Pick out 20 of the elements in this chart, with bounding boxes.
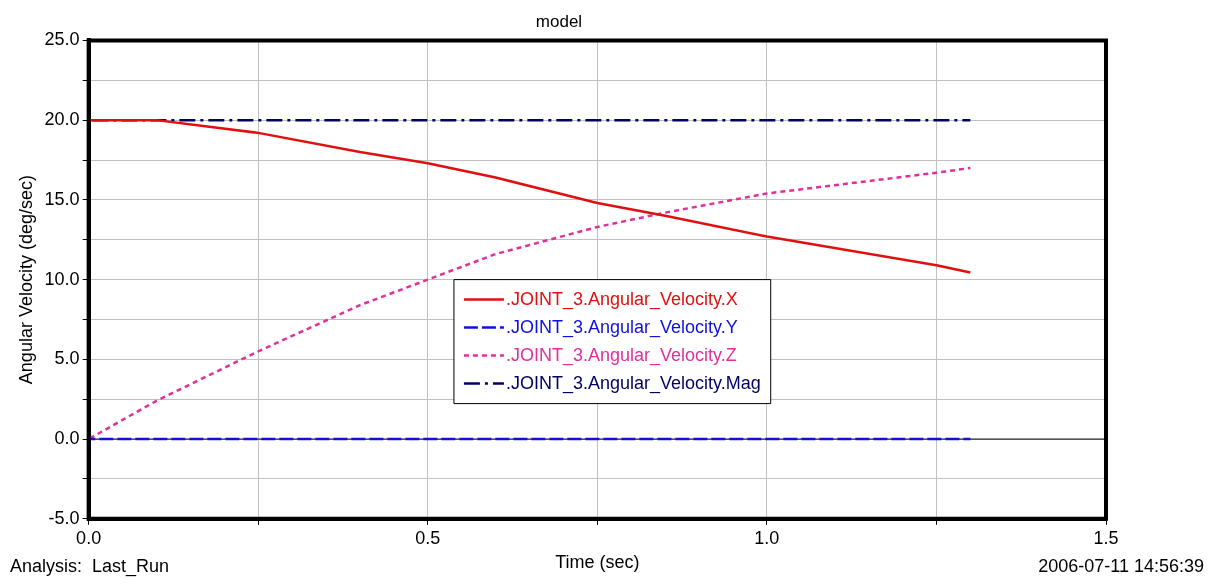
text: 2006-07-11 14:56:39 xyxy=(1038,555,1204,576)
text: Analysis: Last_Run xyxy=(10,555,170,577)
y-tick-label: 5.0 xyxy=(54,348,80,369)
chart-title: model xyxy=(535,11,583,31)
x-tick-label: 1.0 xyxy=(754,527,780,548)
y-tick-label: 20.0 xyxy=(44,109,80,130)
y-axis-title: Angular Velocity (deg/sec) xyxy=(15,175,36,385)
x-tick-label: 0.5 xyxy=(415,527,441,548)
x-axis-title: Time (sec) xyxy=(555,552,640,573)
x-tick-label: 0.0 xyxy=(76,527,102,548)
legend-label: .JOINT_3.Angular_Velocity.Z xyxy=(505,344,737,366)
y-tick-label: 25.0 xyxy=(44,29,80,50)
legend-label: .JOINT_3.Angular_Velocity.Mag xyxy=(505,372,761,394)
legend-label: .JOINT_3.Angular_Velocity.X xyxy=(505,288,738,310)
y-tick-label: 10.0 xyxy=(44,268,80,289)
y-tick-label: 15.0 xyxy=(44,188,80,209)
legend-label: .JOINT_3.Angular_Velocity.Y xyxy=(505,316,738,338)
y-tick-label: -5.0 xyxy=(48,507,80,528)
y-tick-label: 0.0 xyxy=(54,428,80,449)
x-tick-label: 1.5 xyxy=(1093,527,1119,548)
